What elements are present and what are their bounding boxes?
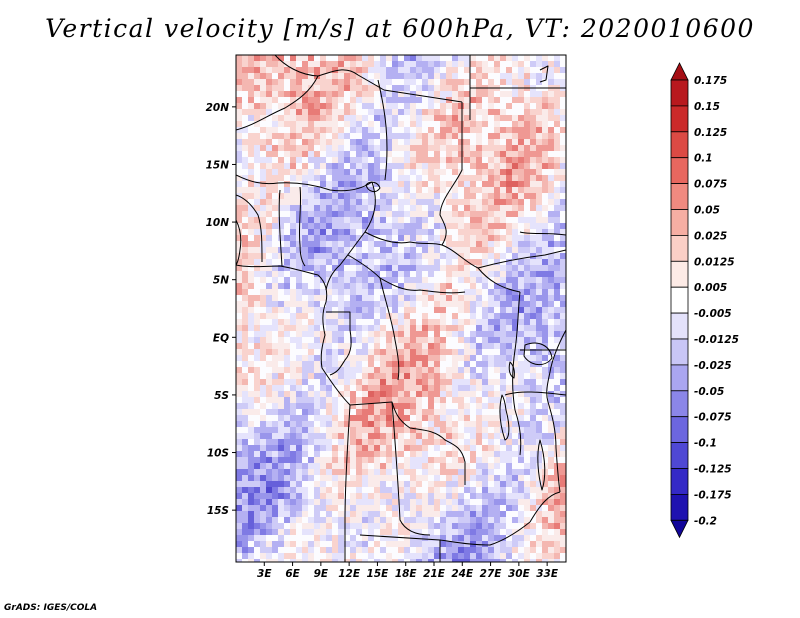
colorbar-label: 0.175 xyxy=(694,75,727,87)
y-tick-label: 15N xyxy=(206,159,230,171)
coastline-gulf xyxy=(236,219,242,266)
x-tick-label: 18E xyxy=(395,568,418,580)
country-borders xyxy=(236,55,566,562)
x-tick-label: 6E xyxy=(285,568,300,580)
y-tick-label: 10N xyxy=(206,217,230,229)
lake-victoria xyxy=(523,342,553,365)
colorbar-swatch xyxy=(670,209,689,236)
x-tick-label: 3E xyxy=(257,568,272,580)
colorbar-label: 0.005 xyxy=(694,282,727,294)
lake-tanganyika xyxy=(499,394,510,441)
colorbar-label: -0.025 xyxy=(694,360,732,372)
border-ethiopia xyxy=(519,231,566,236)
colorbar-swatch xyxy=(670,390,689,418)
border-car xyxy=(364,231,521,293)
lake-sinai xyxy=(539,65,549,83)
x-tick-label: 15E xyxy=(367,568,390,580)
colorbar-label: 0.0125 xyxy=(694,256,735,268)
colorbar: 0.175 0.15 0.125 0.1 0.075 0.05 0.025 0.0125 0.0… xyxy=(670,62,739,539)
vertical-velocity-field xyxy=(236,55,566,562)
coastline-east-africa xyxy=(546,329,566,493)
border-congo-drc xyxy=(379,277,400,381)
colorbar-swatch xyxy=(670,234,689,262)
border-algeria-libya xyxy=(274,55,385,91)
colorbar-swatch xyxy=(670,79,689,107)
colorbar-swatch xyxy=(670,493,689,521)
colorbar-swatch xyxy=(670,183,689,210)
border-mozambique xyxy=(529,491,561,523)
colorbar-label: 0.025 xyxy=(694,230,727,242)
footer-credit: GrADS: IGES/COLA xyxy=(4,603,98,613)
y-tick-label: 5S xyxy=(214,390,229,402)
x-axis-ticks: 3E 6E 9E 12E 15E 18E 21E 24E 27E 30E 33E xyxy=(257,562,559,580)
border-sudan-chad xyxy=(439,102,463,246)
border-chad-north xyxy=(383,89,463,103)
border-west-1 xyxy=(236,194,263,263)
x-tick-label: 12E xyxy=(338,568,361,580)
colorbar-swatch xyxy=(670,364,689,392)
colorbar-swatch xyxy=(670,286,689,314)
x-tick-label: 21E xyxy=(423,568,446,580)
x-tick-label: 24E xyxy=(451,568,474,580)
colorbar-swatch xyxy=(670,312,689,340)
lake-malawi xyxy=(537,439,546,491)
colorbar-label: 0.125 xyxy=(694,127,727,139)
lake-kivu xyxy=(508,361,515,379)
y-axis-ticks: 20N 15N 10N 5N EQ 5S 10S 15S xyxy=(206,102,236,517)
colorbar-bottom-arrow xyxy=(670,519,689,539)
border-nigeria-cameroon xyxy=(325,181,376,291)
colorbar-swatch xyxy=(670,442,689,469)
colorbar-label: -0.125 xyxy=(694,464,732,476)
colorbar-label: 0.05 xyxy=(694,205,720,217)
colorbar-swatch xyxy=(670,157,689,184)
y-tick-label: EQ xyxy=(213,332,229,344)
y-tick-label: 20N xyxy=(206,102,230,114)
border-west-2 xyxy=(278,189,283,267)
colorbar-label: -0.0125 xyxy=(694,334,739,346)
border-angola-zambia xyxy=(391,401,431,536)
map-frame xyxy=(235,54,567,563)
colorbar-top-arrow xyxy=(670,62,689,81)
y-tick-label: 10S xyxy=(207,448,229,460)
colorbar-label: 0.075 xyxy=(694,179,727,191)
border-namibia xyxy=(344,404,351,562)
x-tick-label: 30E xyxy=(508,568,531,580)
colorbar-swatch xyxy=(670,338,689,366)
colorbar-label: -0.2 xyxy=(694,515,717,527)
colorbar-label: -0.075 xyxy=(694,412,732,424)
colorbar-swatch xyxy=(670,131,689,159)
border-sahel xyxy=(236,174,373,192)
border-mali-niger xyxy=(236,75,319,131)
border-zambia-south xyxy=(359,521,531,546)
y-tick-label: 15S xyxy=(207,505,229,517)
colorbar-label: -0.05 xyxy=(694,386,724,398)
lake-chad xyxy=(365,181,381,193)
border-southsudan xyxy=(477,249,566,269)
border-drc-south xyxy=(349,401,466,485)
colorbar-label: -0.175 xyxy=(694,489,732,501)
border-gabon-congo xyxy=(326,311,352,376)
border-nigeria xyxy=(298,186,306,267)
border-niger-chad xyxy=(377,79,388,181)
colorbar-swatch xyxy=(670,105,689,133)
colorbar-swatch xyxy=(670,468,689,495)
x-tick-label: 27E xyxy=(480,568,503,580)
x-tick-label: 9E xyxy=(314,568,329,580)
y-tick-label: 5N xyxy=(213,275,229,287)
colorbar-label: 0.15 xyxy=(694,101,720,113)
colorbar-label: -0.005 xyxy=(694,308,732,320)
coastline-west-africa xyxy=(236,264,351,406)
colorbar-label: -0.1 xyxy=(694,438,717,450)
colorbar-swatch xyxy=(670,416,689,444)
border-car-south xyxy=(347,254,466,294)
colorbar-label: 0.1 xyxy=(694,153,713,165)
x-tick-label: 33E xyxy=(536,568,559,580)
border-tanzania xyxy=(504,391,566,396)
colorbar-swatch xyxy=(670,260,689,288)
border-drc-east xyxy=(512,291,522,456)
map-title: Vertical velocity [m/s] at 600hPa, VT: 2… xyxy=(45,14,755,43)
